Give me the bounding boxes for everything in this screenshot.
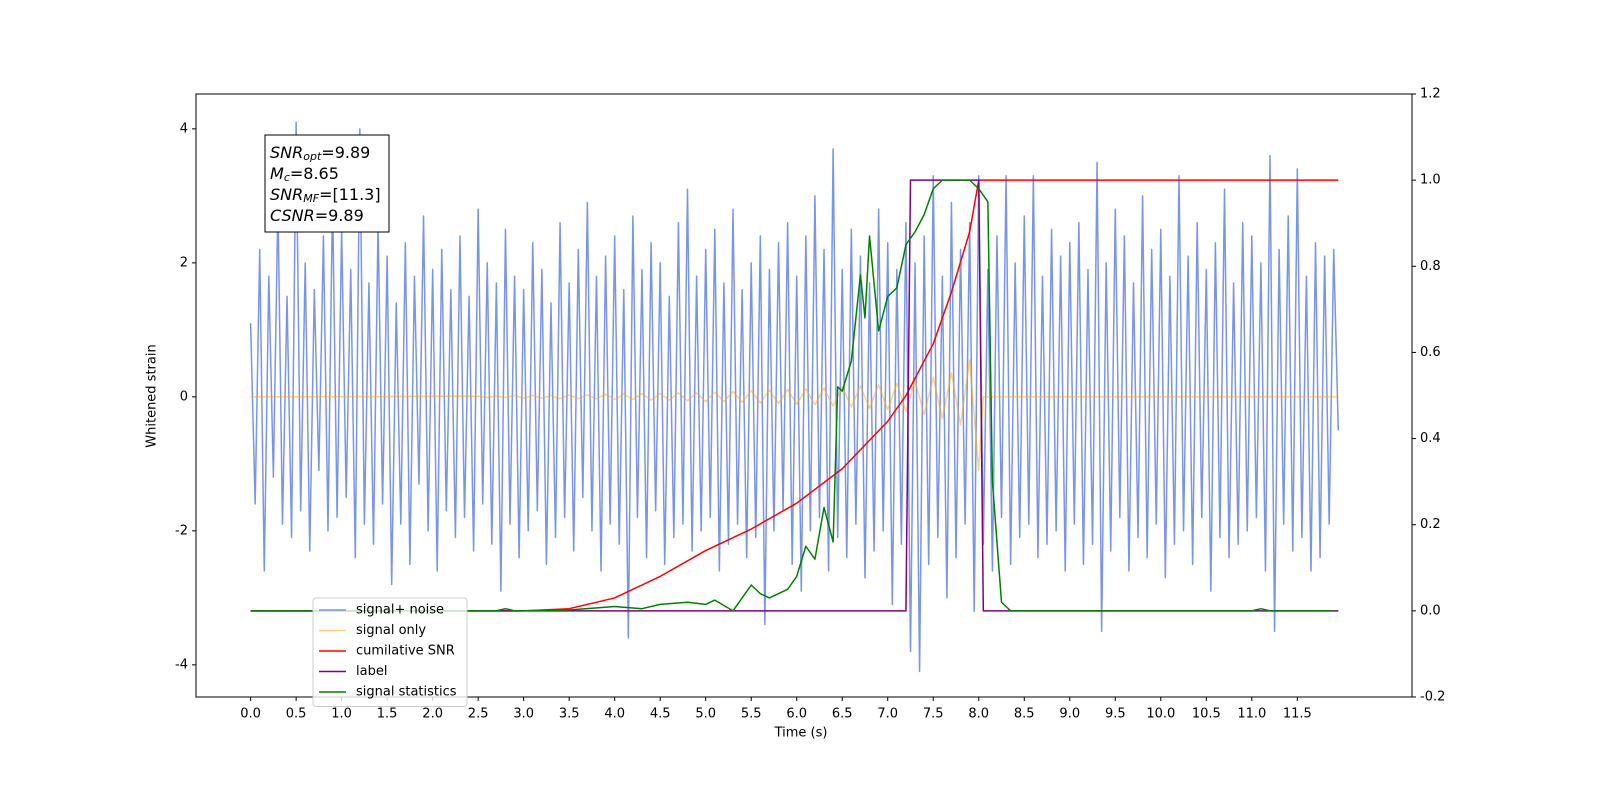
annotation-value: =9.89 <box>321 143 370 162</box>
y2-tick-label: -0.2 <box>1420 690 1445 705</box>
x-tick-label: 10.0 <box>1146 707 1175 722</box>
annotation-symbol: SNR <box>270 185 303 204</box>
annotation-frame <box>264 134 390 233</box>
y2-tick-label: 0.8 <box>1420 259 1441 274</box>
x-tick-label: 11.5 <box>1283 707 1312 722</box>
x-tick-label: 9.0 <box>1059 707 1080 722</box>
y2-tick-label: 1.2 <box>1420 87 1441 102</box>
y2-tick-label: 1.0 <box>1420 173 1441 188</box>
x-tick-label: 4.0 <box>604 707 625 722</box>
x-tick-label: 6.5 <box>832 707 853 722</box>
plot-area <box>249 121 1340 673</box>
annotation-subscript: opt <box>303 150 322 163</box>
legend-label: label <box>356 664 387 679</box>
annotation-value: =9.89 <box>315 206 364 225</box>
legend-label: signal only <box>356 623 426 638</box>
annotation-line: SNRopt=9.89 <box>270 143 370 164</box>
series-line <box>250 179 1334 612</box>
annotation-subscript: MF <box>303 192 319 205</box>
annotation-symbol: M <box>270 164 284 183</box>
x-tick-label: 10.5 <box>1192 707 1221 722</box>
y-tick-label: 4 <box>180 121 188 136</box>
annotation-line: CSNR=9.89 <box>270 206 364 225</box>
x-tick-label: 6.0 <box>786 707 807 722</box>
legend-label: signal+ noise <box>356 603 444 618</box>
annotation-value: =[11.3] <box>319 185 381 204</box>
y2-tick-label: 0.4 <box>1420 431 1441 446</box>
axes-frame <box>195 93 1413 698</box>
series-line <box>250 179 1339 612</box>
x-tick-label: 0.5 <box>286 707 307 722</box>
x-tick-label: 3.5 <box>559 707 580 722</box>
annotation-line: Mc=8.65 <box>270 164 339 185</box>
x-tick-label: 2.5 <box>468 707 489 722</box>
x-tick-label: 5.0 <box>695 707 716 722</box>
y2-tick-label: 0.0 <box>1420 603 1441 618</box>
y-tick-label: -2 <box>175 523 188 538</box>
annotation-value: =8.65 <box>290 164 339 183</box>
x-tick-label: 4.5 <box>650 707 671 722</box>
x-axis-label: Time (s) <box>774 726 828 741</box>
x-tick-label: 2.0 <box>422 707 443 722</box>
y-tick-label: 2 <box>180 255 188 270</box>
x-tick-label: 1.0 <box>331 707 352 722</box>
y-tick-label: 0 <box>180 389 188 404</box>
legend-frame <box>312 597 468 707</box>
x-tick-label: 0.0 <box>240 707 261 722</box>
legend-label: cumilative SNR <box>356 644 455 659</box>
legend-label: signal statistics <box>356 685 457 700</box>
x-tick-label: 11.0 <box>1237 707 1266 722</box>
annotation-subscript: c <box>284 171 290 184</box>
series-line <box>249 121 1340 673</box>
x-tick-label: 7.0 <box>877 707 898 722</box>
annotation-line: SNRMF=[11.3] <box>270 185 381 206</box>
x-tick-label: 1.5 <box>377 707 398 722</box>
y-tick-label: -4 <box>175 657 188 672</box>
legend: signal+ noise signal only cumilative SNR la… <box>312 597 468 707</box>
series-line <box>250 359 1339 472</box>
x-tick-label: 3.0 <box>513 707 534 722</box>
y2-tick-label: 0.6 <box>1420 345 1441 360</box>
x-tick-label: 9.5 <box>1105 707 1126 722</box>
annotation-symbol: CSNR <box>270 206 315 225</box>
y-axis-label: Whitened strain <box>145 344 160 447</box>
y2-tick-label: 0.2 <box>1420 517 1441 532</box>
x-tick-label: 7.5 <box>923 707 944 722</box>
x-tick-label: 5.5 <box>741 707 762 722</box>
x-tick-label: 8.0 <box>968 707 989 722</box>
annotation-symbol: SNR <box>270 143 303 162</box>
x-tick-label: 8.5 <box>1014 707 1035 722</box>
